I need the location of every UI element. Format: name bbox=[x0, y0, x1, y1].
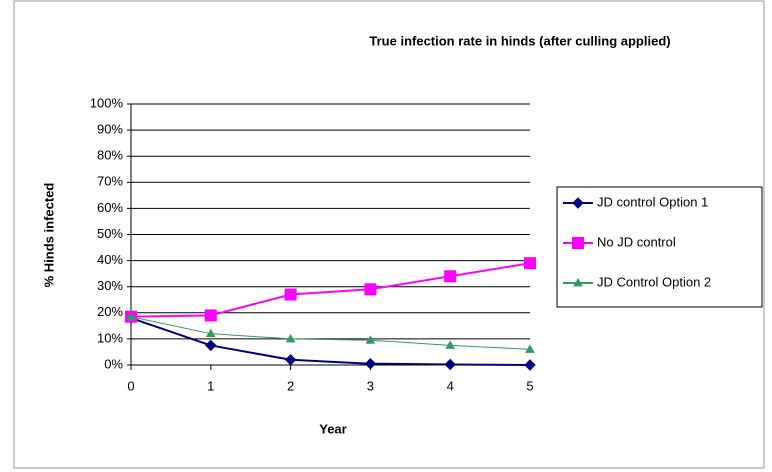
y-tick-label: 0% bbox=[104, 356, 123, 371]
marker bbox=[365, 335, 376, 344]
y-tick-label: 30% bbox=[97, 278, 123, 293]
marker bbox=[364, 357, 377, 370]
y-tick-label: 60% bbox=[97, 200, 123, 215]
x-tick-label: 4 bbox=[447, 378, 454, 393]
y-tick-label: 20% bbox=[97, 304, 123, 319]
marker bbox=[284, 288, 297, 301]
marker bbox=[364, 283, 377, 296]
marker bbox=[205, 328, 216, 338]
marker bbox=[205, 339, 217, 352]
series-line bbox=[130, 316, 531, 350]
x-tick-label: 2 bbox=[287, 378, 294, 393]
marker bbox=[285, 333, 296, 343]
y-tick-label: 70% bbox=[97, 174, 123, 189]
series-line bbox=[130, 262, 531, 318]
chart-title: True infection rate in hinds (after cull… bbox=[369, 33, 670, 48]
marker bbox=[444, 358, 456, 371]
y-tick-label: 10% bbox=[97, 330, 123, 345]
y-tick-label: 90% bbox=[97, 122, 123, 137]
legend-box bbox=[556, 186, 763, 308]
marker bbox=[444, 270, 457, 283]
legend-label: No JD control bbox=[597, 234, 676, 249]
marker bbox=[525, 344, 535, 353]
x-tick-label: 3 bbox=[367, 378, 374, 393]
series-line bbox=[130, 317, 531, 366]
x-axis-label: Year bbox=[319, 421, 346, 436]
marker bbox=[445, 340, 456, 349]
x-tick-label: 1 bbox=[207, 378, 214, 393]
x-tick-label: 5 bbox=[526, 378, 533, 393]
y-tick-label: 100% bbox=[90, 95, 124, 110]
marker bbox=[284, 354, 297, 366]
marker bbox=[572, 237, 584, 249]
marker bbox=[524, 359, 536, 371]
y-tick-label: 50% bbox=[97, 226, 123, 241]
legend-label: JD Control Option 2 bbox=[597, 274, 711, 289]
y-tick-label: 40% bbox=[97, 252, 123, 267]
marker bbox=[204, 309, 217, 322]
marker bbox=[524, 257, 536, 270]
marker bbox=[126, 311, 136, 321]
marker bbox=[572, 197, 584, 209]
marker bbox=[573, 277, 583, 287]
y-axis-label: % Hinds infected bbox=[41, 183, 56, 288]
y-tick-label: 80% bbox=[97, 148, 123, 163]
x-tick-label: 0 bbox=[127, 378, 134, 393]
legend-label: JD control Option 1 bbox=[597, 194, 708, 209]
